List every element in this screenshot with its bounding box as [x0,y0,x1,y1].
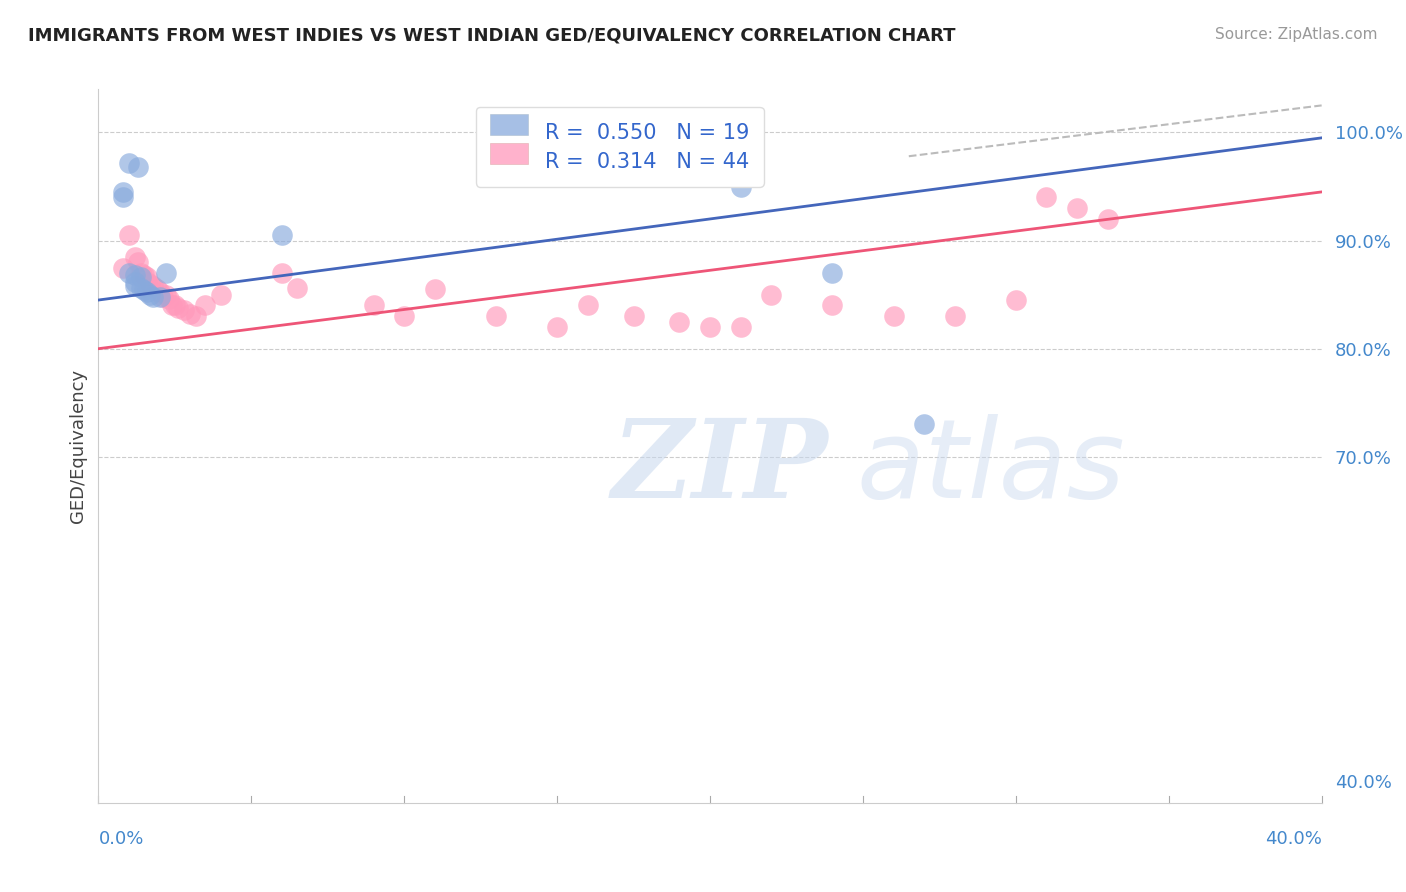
Point [485,310,508,324]
Point [730,179,752,194]
Point [160,298,183,312]
Point [127,255,149,269]
Y-axis label: GED/Equivalency: GED/Equivalency [69,369,87,523]
Point [179,307,201,321]
Point [163,298,186,312]
Point [186,310,208,324]
Text: Source: ZipAtlas.com: Source: ZipAtlas.com [1215,27,1378,42]
Point [821,266,844,280]
Point [363,298,385,312]
Point [129,266,152,280]
Point [149,290,172,304]
Point [209,287,232,301]
Point [124,275,146,289]
Point [623,310,645,324]
Point [392,310,416,324]
Point [759,287,782,301]
Point [142,290,165,304]
Text: IMMIGRANTS FROM WEST INDIES VS WEST INDIAN GED/EQUIVALENCY CORRELATION CHART: IMMIGRANTS FROM WEST INDIES VS WEST INDI… [28,27,956,45]
Point [124,279,146,293]
Point [546,320,568,334]
Point [134,283,156,297]
Point [1097,211,1119,226]
Text: 40.0%: 40.0% [1265,830,1322,847]
Point [1004,293,1026,307]
Text: 0.0%: 0.0% [98,830,143,847]
Point [1066,201,1088,215]
Point [699,320,721,334]
Point [155,287,177,301]
Point [943,310,966,324]
Point [167,301,190,315]
Point [285,281,308,295]
Point [134,268,156,282]
Point [883,310,905,324]
Point [124,250,146,264]
Text: atlas: atlas [856,414,1125,521]
Point [111,260,134,275]
Point [576,298,599,312]
Point [668,169,690,183]
Point [173,302,195,317]
Point [118,228,141,243]
Point [139,287,162,301]
Point [136,270,159,285]
Point [124,268,146,282]
Point [1035,190,1057,204]
Point [157,292,180,306]
Point [111,190,134,204]
Point [136,275,159,289]
Point [118,266,141,280]
Point [127,160,149,174]
Point [270,228,292,243]
Point [136,285,159,300]
Point [111,185,134,199]
Point [129,270,152,285]
Point [668,315,690,329]
Point [118,155,141,169]
Point [912,417,935,432]
Point [152,290,174,304]
Point [155,266,177,280]
Text: ZIP: ZIP [612,414,828,521]
Point [142,279,165,293]
Point [270,266,292,280]
Point [423,282,446,296]
Point [149,285,172,300]
Point [145,282,167,296]
Legend: R =  0.550   N = 19, R =  0.314   N = 44: R = 0.550 N = 19, R = 0.314 N = 44 [475,107,763,186]
Point [821,298,844,312]
Point [139,277,162,291]
Point [129,281,152,295]
Point [194,298,217,312]
Point [730,320,752,334]
